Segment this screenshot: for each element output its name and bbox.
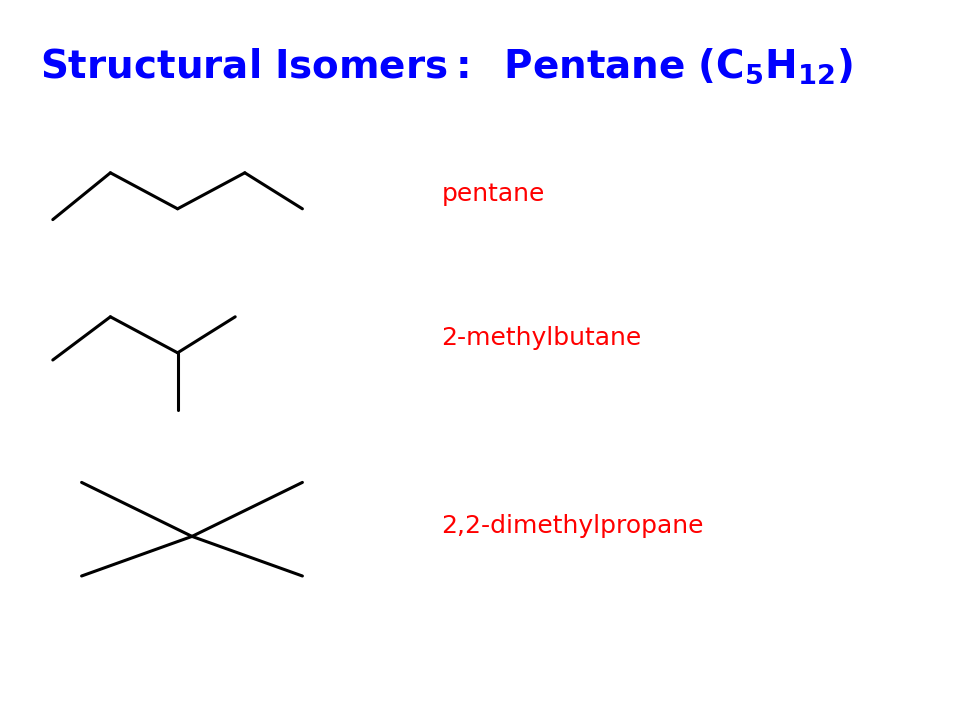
Text: $\bf{Structural\ Isomers:\ \ Pentane\ (C_5H_{12})}$: $\bf{Structural\ Isomers:\ \ Pentane\ (C… xyxy=(40,47,852,86)
Text: 2-methylbutane: 2-methylbutane xyxy=(442,326,642,351)
Text: 2,2-dimethylpropane: 2,2-dimethylpropane xyxy=(442,513,704,538)
Text: pentane: pentane xyxy=(442,182,545,207)
